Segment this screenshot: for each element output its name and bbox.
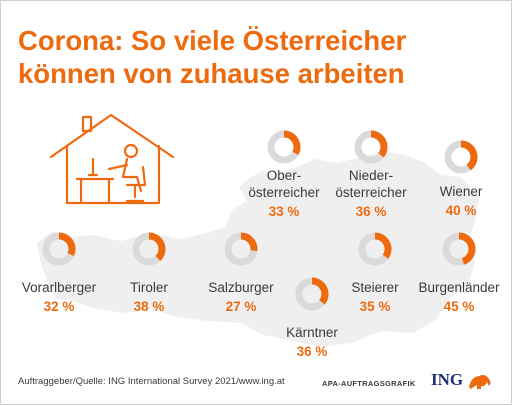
donut-arc-kaernten (311, 277, 329, 305)
region-label-steiermark: Steierer (351, 280, 399, 295)
home-office-icon (49, 113, 175, 205)
source-note: Auftraggeber/Quelle: ING International S… (18, 376, 285, 387)
region-value-wien: 40 % (445, 203, 477, 218)
region-label-burgenland: Burgenländer (418, 280, 500, 295)
region-value-oberoesterreich: 33 % (268, 204, 300, 219)
donut-arc-tirol (148, 232, 166, 262)
region-label-tirol: Tiroler (130, 280, 168, 295)
region-value-niederoesterreich: 36 % (355, 204, 387, 219)
donut-arc-burgenland (458, 232, 476, 265)
region-label-wien: Wiener (439, 184, 483, 199)
donut-arc-vorarlberg (58, 232, 76, 257)
ing-logo-text: ING (431, 370, 464, 389)
region-label-vorarlberg: Vorarlberger (21, 280, 97, 295)
region-value-kaernten: 36 % (296, 344, 328, 359)
region-value-burgenland: 45 % (443, 299, 475, 314)
title-line-2: können von zuhause arbeiten (18, 58, 405, 89)
donut-arc-niederoesterreich (370, 130, 388, 158)
region-value-vorarlberg: 32 % (43, 299, 75, 314)
austria-map-shape (37, 151, 479, 347)
donut-arc-oberoesterreich (283, 130, 301, 155)
donut-arc-wien (460, 140, 478, 171)
agency-credit: APA-AUFTRAGSGRAFIK (322, 379, 416, 388)
donut-arc-steiermark (374, 232, 392, 259)
region-label-salzburg: Salzburger (208, 280, 274, 295)
region-value-salzburg: 27 % (225, 299, 257, 314)
ing-lion-logo (469, 375, 491, 389)
title-line-1: Corona: So viele Österreicher (18, 25, 407, 56)
donut-arc-salzburg (240, 232, 258, 252)
region-label-kaernten: Kärntner (286, 325, 338, 340)
region-label-oberoesterreich: Ober- österreicher (248, 168, 320, 200)
region-value-tirol: 38 % (133, 299, 165, 314)
region-value-steiermark: 35 % (359, 299, 391, 314)
region-label-niederoesterreich: Nieder- österreicher (335, 168, 407, 200)
